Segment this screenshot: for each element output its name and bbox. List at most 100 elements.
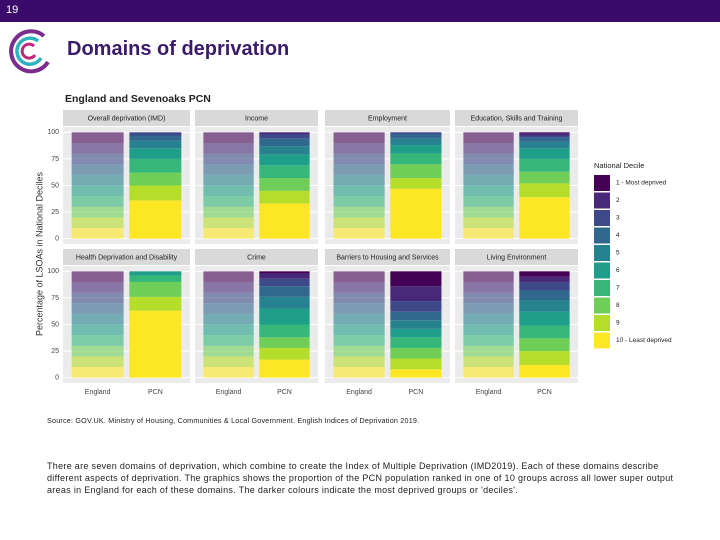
bar-segment — [259, 324, 310, 338]
bar-segment — [203, 206, 254, 218]
bar-segment — [203, 281, 254, 293]
bar-segment — [390, 358, 442, 370]
page-number: 19 — [6, 4, 19, 16]
y-axis-label: Percentage of LSOAs in National Deciles — [34, 171, 44, 336]
bar-segment — [519, 137, 570, 142]
bar-segment — [333, 281, 385, 293]
bar-segment — [259, 203, 310, 239]
bar-segment — [390, 347, 442, 359]
legend-title: National Decile — [594, 161, 644, 170]
bar-segment — [390, 301, 442, 312]
x-tick-label: PCN — [409, 389, 424, 396]
bar-segment — [463, 303, 514, 314]
bar-segment — [259, 134, 310, 139]
bar-segment — [519, 171, 570, 184]
legend-label: 1 - Most deprived — [616, 180, 667, 187]
bar-segment — [519, 271, 570, 277]
bar-segment — [203, 185, 254, 197]
bar-segment — [519, 183, 570, 198]
bar-segment — [333, 345, 385, 357]
bar-segment — [129, 275, 182, 282]
bar-segment — [71, 185, 124, 197]
logo — [9, 29, 50, 74]
chart-title: England and Sevenoaks PCN — [65, 93, 211, 105]
bar-segment — [333, 196, 385, 207]
strip — [195, 110, 318, 126]
bar-segment — [129, 281, 182, 297]
bar-segment — [390, 132, 442, 135]
bar-segment — [519, 281, 570, 291]
panel-title: Health Deprivation and Disability — [76, 254, 178, 261]
bar-segment — [463, 217, 514, 229]
bar-segment — [390, 337, 442, 348]
legend-label: 9 — [616, 320, 620, 327]
source: Source: GOV.UK. Ministry of Housing, Com… — [47, 416, 420, 425]
bar-segment — [333, 324, 385, 336]
bar-segment — [519, 290, 570, 301]
bar-segment — [203, 153, 254, 165]
bar-segment — [333, 153, 385, 165]
bar-segment — [390, 188, 442, 239]
panel-title: Education, Skills and Training — [471, 115, 563, 122]
legend-label: 6 — [616, 267, 620, 274]
y-tick-label: 25 — [51, 209, 59, 216]
bar-segment — [519, 276, 570, 282]
bar-segment — [333, 132, 385, 143]
bar-segment — [333, 271, 385, 282]
strip — [455, 110, 578, 126]
bar-segment — [463, 228, 514, 239]
bar-segment — [390, 286, 442, 302]
bar-segment — [519, 351, 570, 365]
x-tick-label: England — [216, 389, 242, 396]
bar-segment — [259, 146, 310, 155]
bar-segment — [203, 356, 254, 368]
legend-key — [594, 192, 610, 209]
y-tick-label: 100 — [47, 129, 59, 136]
bar-segment — [129, 132, 182, 136]
bar-segment — [129, 135, 182, 141]
bar-segment — [129, 158, 182, 173]
legend-key — [594, 227, 610, 244]
legend-label: 4 — [616, 232, 620, 239]
bar-segment — [71, 356, 124, 368]
bar-segment — [203, 217, 254, 229]
x-tick-label: PCN — [148, 389, 163, 396]
bar-segment — [71, 174, 124, 186]
bar-segment — [390, 138, 442, 146]
bar-segment — [259, 359, 310, 378]
bar-segment — [463, 142, 514, 154]
bar-segment — [463, 206, 514, 218]
x-tick-label: England — [85, 389, 111, 396]
bar-segment — [71, 196, 124, 207]
panel-title: Barriers to Housing and Services — [336, 254, 439, 261]
bar-segment — [463, 345, 514, 357]
bar-segment — [259, 190, 310, 204]
bar-segment — [519, 338, 570, 352]
bar-segment — [259, 273, 310, 279]
legend-key — [594, 280, 610, 296]
bar-segment — [390, 271, 442, 287]
bar-segment — [203, 271, 254, 282]
bar-segment — [129, 140, 182, 149]
chart: England and Sevenoaks PCN Percentage of … — [34, 93, 672, 396]
bar-segment — [333, 217, 385, 229]
bar-segment — [519, 135, 570, 138]
bar-segment — [390, 320, 442, 329]
bar-segment — [390, 369, 442, 378]
y-tick-label: 25 — [51, 348, 59, 355]
bar-segment — [333, 356, 385, 368]
bar-segment — [71, 281, 124, 293]
bar-segment — [333, 185, 385, 197]
top-bar: 19 — [0, 0, 720, 22]
strip — [325, 249, 450, 265]
bar-segment — [463, 335, 514, 346]
bar-segment — [259, 138, 310, 147]
bar-segment — [463, 132, 514, 143]
y-tick-label: 75 — [51, 156, 59, 163]
bar-segment — [390, 153, 442, 165]
strip — [325, 110, 450, 126]
bar-segment — [203, 132, 254, 143]
bar-segment — [71, 324, 124, 336]
bar-segment — [333, 313, 385, 325]
